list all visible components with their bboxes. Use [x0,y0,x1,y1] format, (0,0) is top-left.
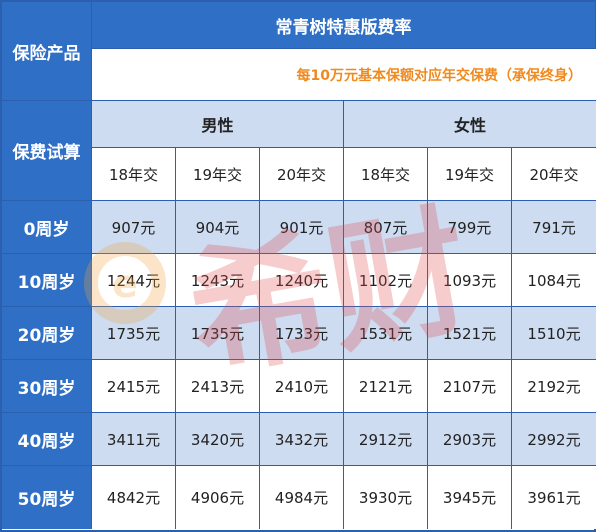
premium-cell: 1521元 [428,307,512,360]
premium-cell: 1084元 [512,254,596,307]
premium-cell: 2992元 [512,413,596,466]
age-cell: 30周岁 [2,360,92,413]
premium-cell: 907元 [92,201,176,254]
period-header: 18年交 [344,148,428,201]
premium-cell: 2903元 [428,413,512,466]
age-cell: 20周岁 [2,307,92,360]
period-header: 19年交 [176,148,260,201]
premium-cell: 2121元 [344,360,428,413]
calc-label: 保费试算 [2,101,92,201]
product-label: 保险产品 [2,2,92,101]
premium-cell: 1244元 [92,254,176,307]
premium-cell: 3420元 [176,413,260,466]
premium-cell: 1735元 [92,307,176,360]
premium-cell: 2410元 [260,360,344,413]
premium-cell: 1240元 [260,254,344,307]
premium-cell: 901元 [260,201,344,254]
premium-cell: 3930元 [344,466,428,529]
premium-cell: 2107元 [428,360,512,413]
premium-cell: 3961元 [512,466,596,529]
premium-cell: 2912元 [344,413,428,466]
premium-cell: 807元 [344,201,428,254]
age-cell: 40周岁 [2,413,92,466]
male-header: 男性 [92,101,344,148]
table-title: 常青树特惠版费率 [92,2,596,49]
premium-cell: 3411元 [92,413,176,466]
premium-cell: 791元 [512,201,596,254]
premium-cell: 4984元 [260,466,344,529]
age-cell: 10周岁 [2,254,92,307]
premium-cell: 1510元 [512,307,596,360]
coverage-note: 每10万元基本保额对应年交保费（承保终身） [92,49,596,101]
premium-cell: 799元 [428,201,512,254]
period-header: 18年交 [92,148,176,201]
premium-cell: 2413元 [176,360,260,413]
premium-cell: 2192元 [512,360,596,413]
premium-cell: 3432元 [260,413,344,466]
period-header: 20年交 [260,148,344,201]
age-cell: 0周岁 [2,201,92,254]
premium-cell: 1733元 [260,307,344,360]
premium-cell: 1531元 [344,307,428,360]
premium-cell: 1093元 [428,254,512,307]
premium-cell: 2415元 [92,360,176,413]
period-header: 20年交 [512,148,596,201]
premium-cell: 904元 [176,201,260,254]
premium-cell: 1735元 [176,307,260,360]
premium-cell: 3945元 [428,466,512,529]
premium-cell: 4842元 [92,466,176,529]
age-cell: 50周岁 [2,466,92,529]
period-header: 19年交 [428,148,512,201]
premium-cell: 1243元 [176,254,260,307]
female-header: 女性 [344,101,596,148]
premium-cell: 4906元 [176,466,260,529]
premium-cell: 1102元 [344,254,428,307]
